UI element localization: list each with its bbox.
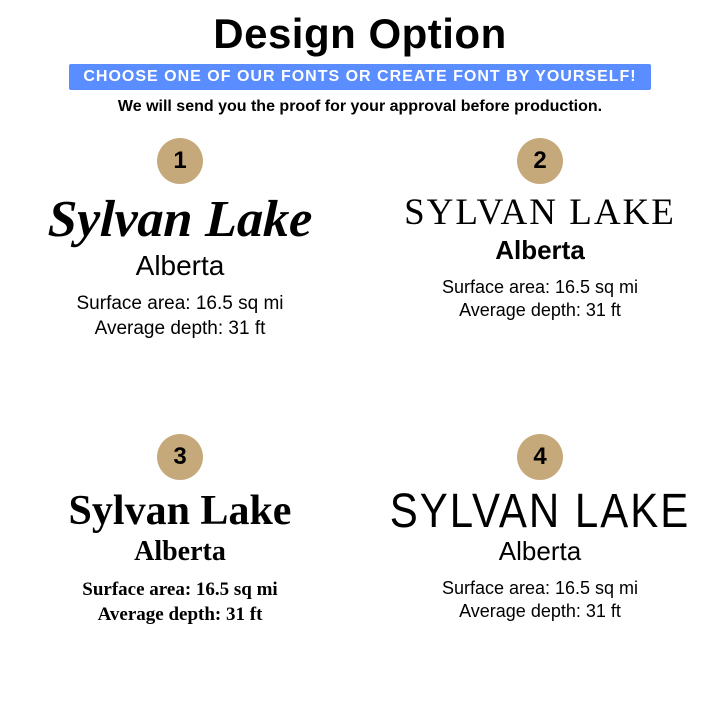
lake-name: Sylvan Lake <box>47 194 313 246</box>
average-depth: Average depth: 31 ft <box>82 603 277 628</box>
average-depth: Average depth: 31 ft <box>77 317 284 342</box>
option-meta: Surface area: 16.5 sq mi Average depth: … <box>77 292 284 341</box>
average-depth: Average depth: 31 ft <box>442 600 638 623</box>
font-option-1[interactable]: 1 Sylvan Lake Alberta Surface area: 16.5… <box>0 128 360 424</box>
font-option-2[interactable]: 2 SYLVAN LAKE Alberta Surface area: 16.5… <box>360 128 720 424</box>
option-meta: Surface area: 16.5 sq mi Average depth: … <box>442 577 638 624</box>
region-label: Alberta <box>134 536 226 568</box>
page: Design Option CHOOSE ONE OF OUR FONTS OR… <box>0 0 720 720</box>
region-label: Alberta <box>499 536 581 567</box>
surface-area: Surface area: 16.5 sq mi <box>442 276 638 299</box>
page-title: Design Option <box>213 10 507 58</box>
banner: CHOOSE ONE OF OUR FONTS OR CREATE FONT B… <box>69 64 650 90</box>
option-number-badge: 2 <box>517 138 563 184</box>
lake-name: SYLVAN LAKE <box>404 194 676 231</box>
average-depth: Average depth: 31 ft <box>442 299 638 322</box>
region-label: Alberta <box>495 235 585 266</box>
subtitle: We will send you the proof for your appr… <box>118 98 602 116</box>
region-label: Alberta <box>136 250 225 282</box>
surface-area: Surface area: 16.5 sq mi <box>77 292 284 317</box>
option-meta: Surface area: 16.5 sq mi Average depth: … <box>442 276 638 323</box>
option-number-badge: 4 <box>517 434 563 480</box>
option-meta: Surface area: 16.5 sq mi Average depth: … <box>82 578 277 627</box>
options-grid: 1 Sylvan Lake Alberta Surface area: 16.5… <box>0 128 720 720</box>
surface-area: Surface area: 16.5 sq mi <box>82 578 277 603</box>
lake-name: SYLVAN LAKE <box>390 487 691 535</box>
lake-name: Sylvan Lake <box>69 490 292 532</box>
option-number-badge: 3 <box>157 434 203 480</box>
font-option-4[interactable]: 4 SYLVAN LAKE Alberta Surface area: 16.5… <box>360 424 720 720</box>
surface-area: Surface area: 16.5 sq mi <box>442 577 638 600</box>
option-number-badge: 1 <box>157 138 203 184</box>
font-option-3[interactable]: 3 Sylvan Lake Alberta Surface area: 16.5… <box>0 424 360 720</box>
